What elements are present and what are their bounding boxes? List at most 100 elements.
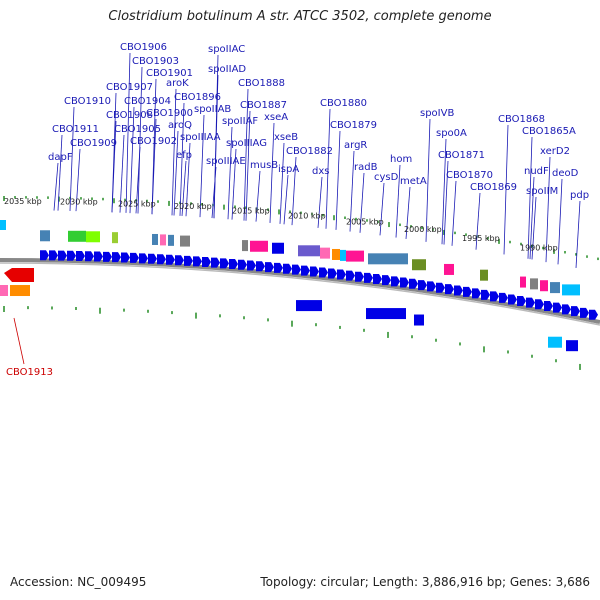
- forward-gene-arrow: [139, 253, 148, 264]
- gene-label[interactable]: spoIIAC: [208, 44, 245, 55]
- gene-label[interactable]: spo0A: [436, 128, 467, 139]
- gene-label[interactable]: CBO1868: [498, 114, 545, 125]
- feature-block: [366, 308, 406, 320]
- gene-label[interactable]: dapF: [48, 152, 73, 163]
- forward-gene-arrow: [49, 250, 58, 261]
- scale-label: 2030 kbp: [60, 198, 98, 207]
- label-connector: [57, 134, 63, 211]
- scale-label: 2015 kbp: [232, 206, 270, 215]
- gene-label[interactable]: CBO1869: [470, 182, 517, 193]
- gene-label[interactable]: CBO1901: [146, 68, 193, 79]
- forward-gene-arrow: [562, 304, 571, 315]
- gene-label[interactable]: spoIIIAA: [180, 132, 221, 143]
- gene-label[interactable]: spoIIIAG: [226, 138, 267, 149]
- gene-label-highlight[interactable]: CBO1913: [6, 367, 53, 378]
- feature-block: [550, 282, 560, 294]
- forward-gene-arrow: [346, 270, 355, 281]
- gene-label[interactable]: CBO1871: [438, 150, 485, 161]
- gene-label[interactable]: CBO1865A: [522, 126, 576, 137]
- gene-label[interactable]: spoIIM: [526, 186, 558, 197]
- forward-gene-arrow: [103, 251, 112, 262]
- gene-label[interactable]: CBO1905: [114, 124, 161, 135]
- gene-label[interactable]: ispA: [278, 164, 299, 175]
- gene-label[interactable]: xerD2: [540, 146, 570, 157]
- gene-label[interactable]: dxs: [312, 166, 329, 177]
- gene-label[interactable]: xseB: [274, 132, 298, 143]
- gene-label[interactable]: CBO1882: [286, 146, 333, 157]
- gene-label[interactable]: radB: [354, 162, 378, 173]
- forward-gene-arrow: [211, 257, 220, 268]
- feature-block: [332, 248, 340, 260]
- forward-gene-arrow: [220, 258, 229, 269]
- label-connector: [151, 118, 157, 215]
- gene-label[interactable]: cysD: [374, 172, 399, 183]
- feature-block: [68, 230, 86, 242]
- feature-block: [296, 300, 322, 312]
- gene-label[interactable]: spoIIAF: [222, 116, 258, 127]
- gene-label[interactable]: CBO1907: [106, 82, 153, 93]
- gene-label[interactable]: deoD: [552, 168, 579, 179]
- gene-label[interactable]: CBO1904: [124, 96, 171, 107]
- forward-gene-arrow: [130, 252, 139, 263]
- forward-gene-arrow: [589, 309, 598, 320]
- gene-label[interactable]: CBO1906: [120, 42, 167, 53]
- label-connector: [269, 122, 275, 223]
- gene-label[interactable]: musB: [250, 160, 278, 171]
- forward-gene-arrow: [58, 250, 67, 261]
- gene-label[interactable]: spoIIAD: [208, 64, 246, 75]
- gene-label[interactable]: spoIIIAE: [206, 156, 246, 167]
- forward-gene-arrow: [94, 251, 103, 262]
- label-connector: [425, 118, 431, 242]
- gene-label[interactable]: CBO1902: [130, 136, 177, 147]
- forward-gene-arrow: [526, 297, 535, 308]
- gene-label[interactable]: pdp: [570, 190, 589, 201]
- gene-label[interactable]: xseA: [264, 112, 288, 123]
- forward-gene-arrow: [328, 268, 337, 279]
- scale-label: 2005 kbp: [346, 218, 384, 227]
- feature-block: [520, 276, 526, 288]
- gene-label[interactable]: CBO1880: [320, 98, 367, 109]
- outer-tick-ring: [3, 196, 599, 261]
- feature-block: [340, 249, 346, 261]
- gene-labels: CBO1906 CBO1903 spoIIAC spoIIAD CBO1901 CBO19…: [48, 42, 589, 201]
- gene-label[interactable]: CBO1908: [106, 110, 153, 121]
- gene-label[interactable]: aroK: [166, 78, 189, 89]
- gene-label[interactable]: efp: [176, 150, 192, 161]
- gene-label[interactable]: CBO1887: [240, 100, 287, 111]
- scale-label: 2020 kbp: [174, 202, 212, 211]
- label-connector: [395, 164, 401, 238]
- gene-label[interactable]: CBO1879: [330, 120, 377, 131]
- gene-label[interactable]: CBO1910: [64, 96, 111, 107]
- gene-label[interactable]: argR: [344, 140, 367, 151]
- feature-block: [566, 340, 578, 352]
- genome-backbone: [0, 258, 600, 324]
- gene-label[interactable]: CBO1900: [146, 108, 193, 119]
- gene-label[interactable]: metA: [400, 176, 427, 187]
- gene-label[interactable]: nudF: [524, 166, 549, 177]
- scale-label: 2000 kbp: [404, 225, 442, 234]
- label-connector: [405, 186, 411, 239]
- gene-label[interactable]: CBO1870: [446, 170, 493, 181]
- forward-gene-arrow: [76, 250, 85, 261]
- forward-gene-arrow: [400, 277, 409, 288]
- label-connector: [255, 170, 261, 222]
- gene-label[interactable]: CBO1888: [238, 78, 285, 89]
- gene-label[interactable]: CBO1911: [52, 124, 99, 135]
- gene-label[interactable]: CBO1909: [70, 138, 117, 149]
- forward-gene-arrow: [85, 251, 94, 262]
- gene-label[interactable]: hom: [390, 154, 412, 165]
- gene-label[interactable]: CBO1896: [174, 92, 221, 103]
- gene-label[interactable]: spoIIAB: [194, 104, 231, 115]
- label-connector: [349, 150, 355, 232]
- label-connector: [291, 156, 297, 226]
- gene-label[interactable]: spoIVB: [420, 108, 454, 119]
- gene-label[interactable]: CBO1903: [132, 56, 179, 67]
- forward-gene-arrow: [256, 261, 265, 272]
- gene-label[interactable]: aroQ: [168, 120, 192, 131]
- forward-gene-arrow: [283, 263, 292, 274]
- label-connector: [545, 156, 551, 263]
- forward-gene-arrow: [265, 262, 274, 273]
- feature-block: [86, 231, 100, 243]
- label-connector: [279, 142, 285, 224]
